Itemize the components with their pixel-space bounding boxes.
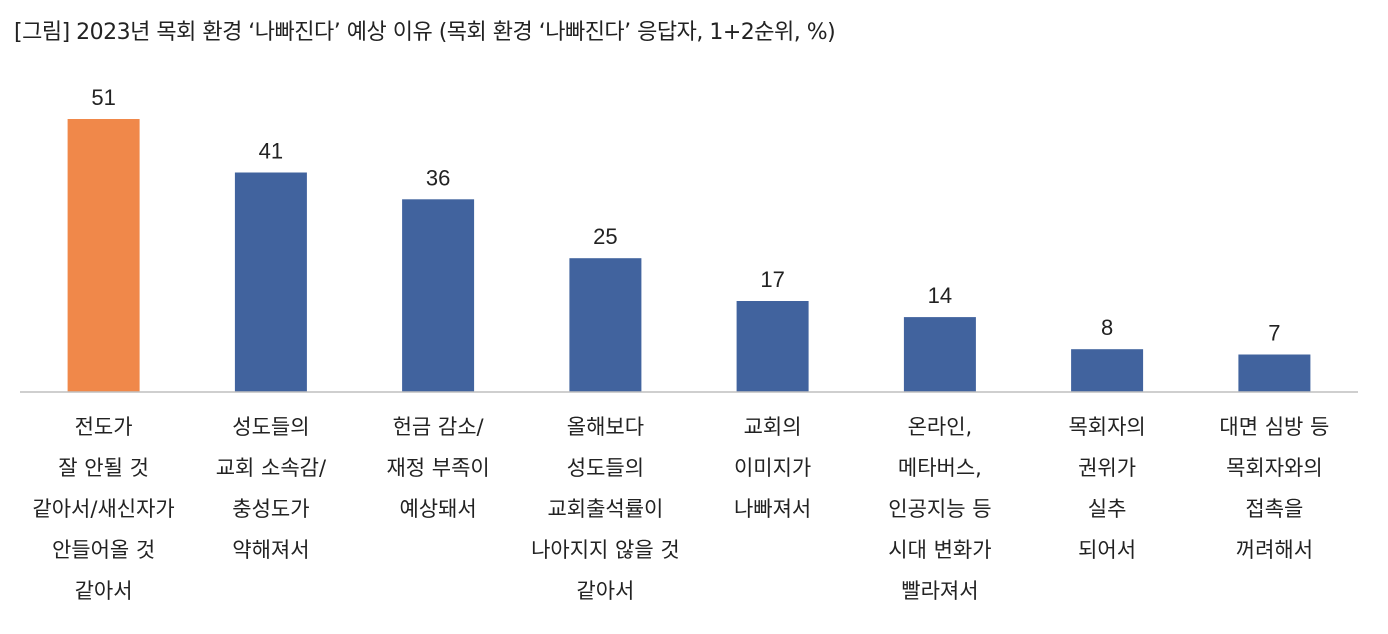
category-label-line: 목회자의 (1068, 415, 1145, 439)
category-label-line: 같아서 (75, 579, 133, 603)
value-label-5: 17 (760, 267, 784, 292)
category-label-line: 전도가 (75, 415, 133, 439)
category-label-line: 교회출석률이 (547, 497, 663, 521)
value-label-7: 8 (1101, 315, 1113, 340)
category-label-line: 꺼려해서 (1236, 538, 1313, 562)
category-label-line: 예상돼서 (399, 497, 476, 521)
bars-layer (67, 119, 1311, 392)
category-label-line: 대면 심방 등 (1219, 415, 1329, 439)
value-label-3: 36 (426, 165, 450, 190)
bar-8 (1238, 354, 1311, 392)
category-label-line: 메타버스, (898, 456, 982, 480)
category-label-line: 이미지가 (734, 456, 811, 480)
value-label-4: 25 (593, 224, 617, 249)
value-label-6: 14 (928, 283, 952, 308)
category-label-line: 안들어올 것 (52, 538, 155, 562)
category-label-line: 성도들의 (232, 415, 309, 439)
category-label-line: 되어서 (1078, 538, 1136, 562)
category-label-line: 실추 (1088, 497, 1127, 521)
category-label-line: 같아서/새신자가 (32, 497, 174, 521)
category-label-line: 나빠져서 (734, 497, 811, 521)
chart-title: [그림] 2023년 목회 환경 ‘나빠진다’ 예상 이유 (목회 환경 ‘나빠… (14, 20, 836, 45)
bar-7 (1071, 349, 1144, 392)
bar-4 (569, 258, 642, 392)
category-label-line: 목회자와의 (1226, 456, 1323, 480)
category-label-line: 온라인, (908, 415, 973, 439)
category-label-line: 충성도가 (232, 497, 309, 521)
category-label-line: 교회의 (744, 415, 802, 439)
bar-1 (67, 119, 140, 392)
bar-3 (402, 199, 475, 392)
category-label-line: 올해보다 (567, 415, 644, 439)
value-label-1: 51 (91, 85, 115, 110)
value-label-8: 7 (1268, 321, 1280, 346)
category-label-line: 약해져서 (232, 538, 309, 562)
category-label-line: 인공지능 등 (888, 497, 991, 521)
category-label-line: 나아지지 않을 것 (531, 538, 680, 562)
value-labels-layer: 51 41 36 25 17 14 8 7 (91, 85, 1280, 346)
category-label-line: 권위가 (1078, 456, 1136, 480)
category-label-line: 시대 변화가 (888, 538, 991, 562)
category-label-line: 빨라져서 (901, 579, 978, 603)
bar-2 (234, 172, 307, 392)
category-label-line: 같아서 (576, 579, 634, 603)
category-label-line: 성도들의 (567, 456, 644, 480)
category-label-line: 재정 부족이 (386, 456, 489, 480)
value-label-2: 41 (259, 139, 283, 164)
bar-5 (736, 301, 809, 392)
category-label-line: 헌금 감소/ (393, 415, 485, 439)
bar-6 (903, 317, 976, 392)
category-label-line: 접촉을 (1245, 497, 1303, 521)
category-label-line: 교회 소속감/ (216, 456, 327, 480)
category-label-line: 잘 안될 것 (58, 456, 149, 480)
